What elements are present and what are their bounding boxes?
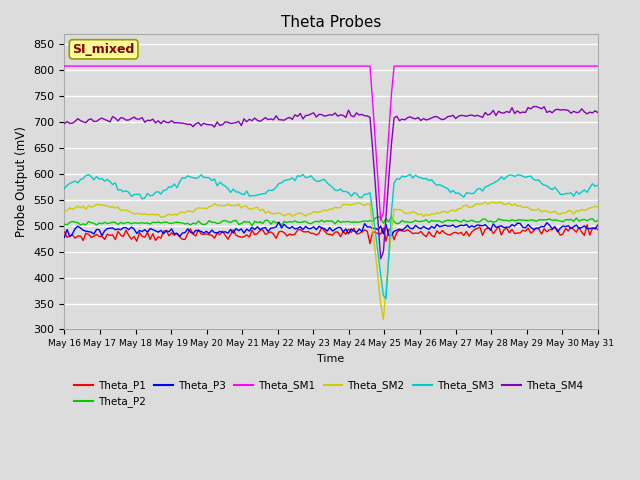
X-axis label: Time: Time — [317, 354, 345, 364]
Title: Theta Probes: Theta Probes — [281, 15, 381, 30]
Text: SI_mixed: SI_mixed — [72, 43, 135, 56]
Legend: Theta_P1, Theta_P2, Theta_P3, Theta_SM1, Theta_SM2, Theta_SM3, Theta_SM4: Theta_P1, Theta_P2, Theta_P3, Theta_SM1,… — [70, 376, 588, 411]
Y-axis label: Probe Output (mV): Probe Output (mV) — [15, 126, 28, 237]
